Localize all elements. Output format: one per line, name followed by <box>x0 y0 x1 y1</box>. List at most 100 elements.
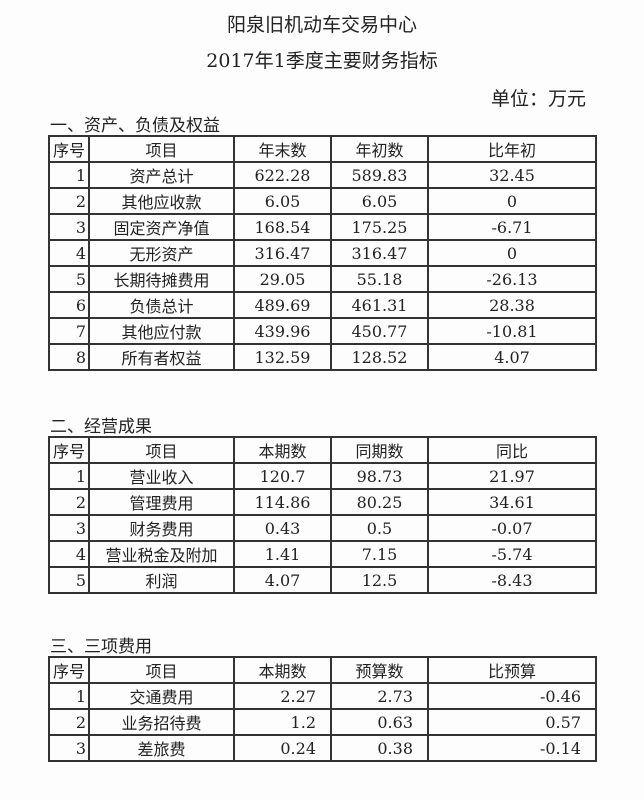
table-row: 5 长期待摊费用 29.05 55.18 -26.13 <box>48 265 597 293</box>
table-row: 5 利润 4.07 12.5 -8.43 <box>48 566 597 594</box>
cell-value-a: 489.69 <box>233 291 332 319</box>
cell-value-a: 168.54 <box>233 213 332 241</box>
cell-seq: 3 <box>48 734 90 762</box>
cell-item: 其他应付款 <box>88 317 235 345</box>
column-header-item: 项目 <box>88 656 235 684</box>
cell-seq: 1 <box>48 682 90 710</box>
cell-value-c: -0.14 <box>427 734 597 762</box>
table-row: 1 营业收入 120.7 98.73 21.97 <box>48 462 597 490</box>
cell-value-a: 4.07 <box>233 566 332 594</box>
section-title-assets: 一、资产、负债及权益 <box>50 116 220 136</box>
cell-value-b: 2.73 <box>330 682 429 710</box>
cell-value-b: 55.18 <box>330 265 429 293</box>
cell-item: 无形资产 <box>88 239 235 267</box>
cell-seq: 5 <box>48 265 90 293</box>
cell-value-c: 34.61 <box>427 488 597 516</box>
cell-value-c: 0.57 <box>427 708 597 736</box>
cell-item: 营业税金及附加 <box>88 540 235 568</box>
cell-value-a: 29.05 <box>233 265 332 293</box>
cell-item: 营业收入 <box>88 462 235 490</box>
organization-name: 阳泉旧机动车交易中心 <box>226 14 417 36</box>
cell-value-c: 28.38 <box>427 291 597 319</box>
cell-value-a: 132.59 <box>233 343 332 371</box>
cell-value-b: 7.15 <box>330 540 429 568</box>
table-row: 3 固定资产净值 168.54 175.25 -6.71 <box>48 213 597 241</box>
cell-value-c: -10.81 <box>427 317 597 345</box>
cell-value-a: 1.41 <box>233 540 332 568</box>
cell-item: 负债总计 <box>88 291 235 319</box>
cell-item: 交通费用 <box>88 682 235 710</box>
cell-value-b: 0.5 <box>330 514 429 542</box>
cell-item: 差旅费 <box>88 734 235 762</box>
cell-value-b: 128.52 <box>330 343 429 371</box>
column-header-value-a: 本期数 <box>233 436 332 464</box>
cell-item: 长期待摊费用 <box>88 265 235 293</box>
table-row: 1 资产总计 622.28 589.83 32.45 <box>48 161 597 189</box>
cell-value-a: 6.05 <box>233 187 332 215</box>
cell-item: 财务费用 <box>88 514 235 542</box>
cell-value-c: -8.43 <box>427 566 597 594</box>
section-title-expenses: 三、三项费用 <box>50 637 152 657</box>
table-header-row: 序号 项目 本期数 同期数 同比 <box>48 436 597 464</box>
table-row: 2 其他应收款 6.05 6.05 0 <box>48 187 597 215</box>
cell-seq: 2 <box>48 708 90 736</box>
three-expenses-table: 序号 项目 本期数 预算数 比预算 1 交通费用 2.27 2.73 -0.46 2 业务招待费 1.2… <box>48 656 597 762</box>
column-header-value-b: 同期数 <box>330 436 429 464</box>
cell-seq: 7 <box>48 317 90 345</box>
column-header-item: 项目 <box>88 135 235 163</box>
column-header-value-b: 预算数 <box>330 656 429 684</box>
cell-item: 其他应收款 <box>88 187 235 215</box>
column-header-value-b: 年初数 <box>330 135 429 163</box>
cell-value-a: 120.7 <box>233 462 332 490</box>
table-row: 4 无形资产 316.47 316.47 0 <box>48 239 597 267</box>
cell-seq: 1 <box>48 161 90 189</box>
cell-seq: 4 <box>48 540 90 568</box>
cell-value-b: 316.47 <box>330 239 429 267</box>
column-header-value-a: 本期数 <box>233 656 332 684</box>
unit-label: 单位：万元 <box>490 88 586 110</box>
cell-value-b: 461.31 <box>330 291 429 319</box>
cell-seq: 2 <box>48 187 90 215</box>
cell-value-a: 439.96 <box>233 317 332 345</box>
operating-results-table: 序号 项目 本期数 同期数 同比 1 营业收入 120.7 98.73 21.97 2 管理费用 114… <box>48 436 597 594</box>
table-row: 8 所有者权益 132.59 128.52 4.07 <box>48 343 597 371</box>
column-header-seq: 序号 <box>48 135 90 163</box>
column-header-seq: 序号 <box>48 436 90 464</box>
cell-seq: 2 <box>48 488 90 516</box>
column-header-value-c: 比预算 <box>427 656 597 684</box>
table-row: 3 差旅费 0.24 0.38 -0.14 <box>48 734 597 762</box>
cell-value-b: 0.63 <box>330 708 429 736</box>
cell-value-c: 0 <box>427 239 597 267</box>
assets-liabilities-table: 序号 项目 年末数 年初数 比年初 1 资产总计 622.28 589.83 32.45 2 其他应收… <box>48 135 597 371</box>
cell-value-c: -5.74 <box>427 540 597 568</box>
cell-value-a: 1.2 <box>233 708 332 736</box>
cell-seq: 1 <box>48 462 90 490</box>
cell-value-a: 2.27 <box>233 682 332 710</box>
cell-value-b: 589.83 <box>330 161 429 189</box>
cell-value-a: 114.86 <box>233 488 332 516</box>
column-header-value-c: 同比 <box>427 436 597 464</box>
cell-item: 所有者权益 <box>88 343 235 371</box>
cell-value-a: 0.24 <box>233 734 332 762</box>
cell-value-a: 316.47 <box>233 239 332 267</box>
table-header-row: 序号 项目 年末数 年初数 比年初 <box>48 135 597 163</box>
table-row: 7 其他应付款 439.96 450.77 -10.81 <box>48 317 597 345</box>
section-title-operations: 二、经营成果 <box>50 417 152 437</box>
cell-seq: 3 <box>48 514 90 542</box>
cell-value-c: -26.13 <box>427 265 597 293</box>
cell-value-c: 0 <box>427 187 597 215</box>
cell-value-c: 4.07 <box>427 343 597 371</box>
document-title: 2017年1季度主要财务指标 <box>206 50 438 72</box>
cell-value-c: -0.46 <box>427 682 597 710</box>
cell-seq: 8 <box>48 343 90 371</box>
table-row: 2 业务招待费 1.2 0.63 0.57 <box>48 708 597 736</box>
cell-value-b: 6.05 <box>330 187 429 215</box>
cell-value-b: 450.77 <box>330 317 429 345</box>
table-row: 6 负债总计 489.69 461.31 28.38 <box>48 291 597 319</box>
cell-seq: 6 <box>48 291 90 319</box>
cell-value-c: -0.07 <box>427 514 597 542</box>
column-header-seq: 序号 <box>48 656 90 684</box>
cell-seq: 3 <box>48 213 90 241</box>
table-row: 2 管理费用 114.86 80.25 34.61 <box>48 488 597 516</box>
column-header-item: 项目 <box>88 436 235 464</box>
